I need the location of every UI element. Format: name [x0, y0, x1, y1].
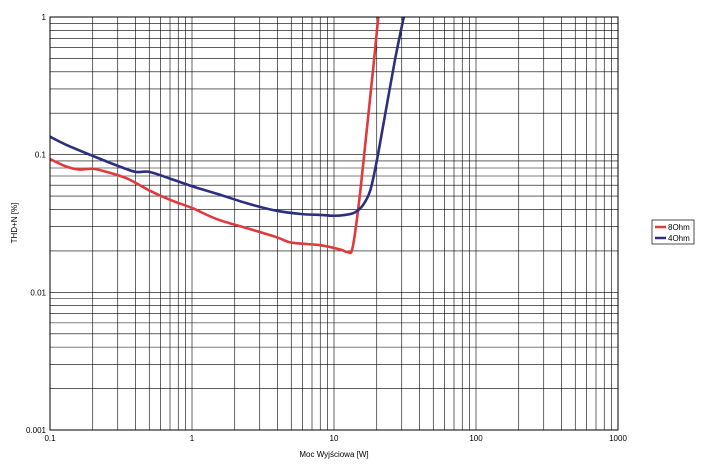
x-tick-label: 100	[469, 434, 483, 443]
x-tick-label: 1000	[609, 434, 627, 443]
legend-label-8ohm: 8Ohm	[668, 223, 690, 232]
legend: 8Ohm 4Ohm	[651, 219, 695, 245]
series-line-8ohm	[50, 17, 380, 255]
y-tick-label: 1	[42, 13, 47, 22]
y-tick-label: 0.001	[26, 426, 47, 435]
y-tick-label: 0.01	[30, 288, 46, 297]
x-tick-label: 0.1	[44, 434, 56, 443]
x-axis-title: Moc Wyjściowa [W]	[299, 450, 368, 459]
series-line-4ohm	[50, 17, 406, 218]
legend-label-4ohm: 4Ohm	[668, 234, 690, 243]
y-axis-title: THD+N [%]	[10, 203, 19, 244]
x-tick-label: 1	[190, 434, 195, 443]
y-tick-label: 0.1	[35, 151, 47, 160]
plot-border	[49, 16, 619, 431]
series-layer	[50, 17, 406, 255]
x-tick-label: 10	[330, 434, 339, 443]
legend-box	[651, 219, 695, 245]
